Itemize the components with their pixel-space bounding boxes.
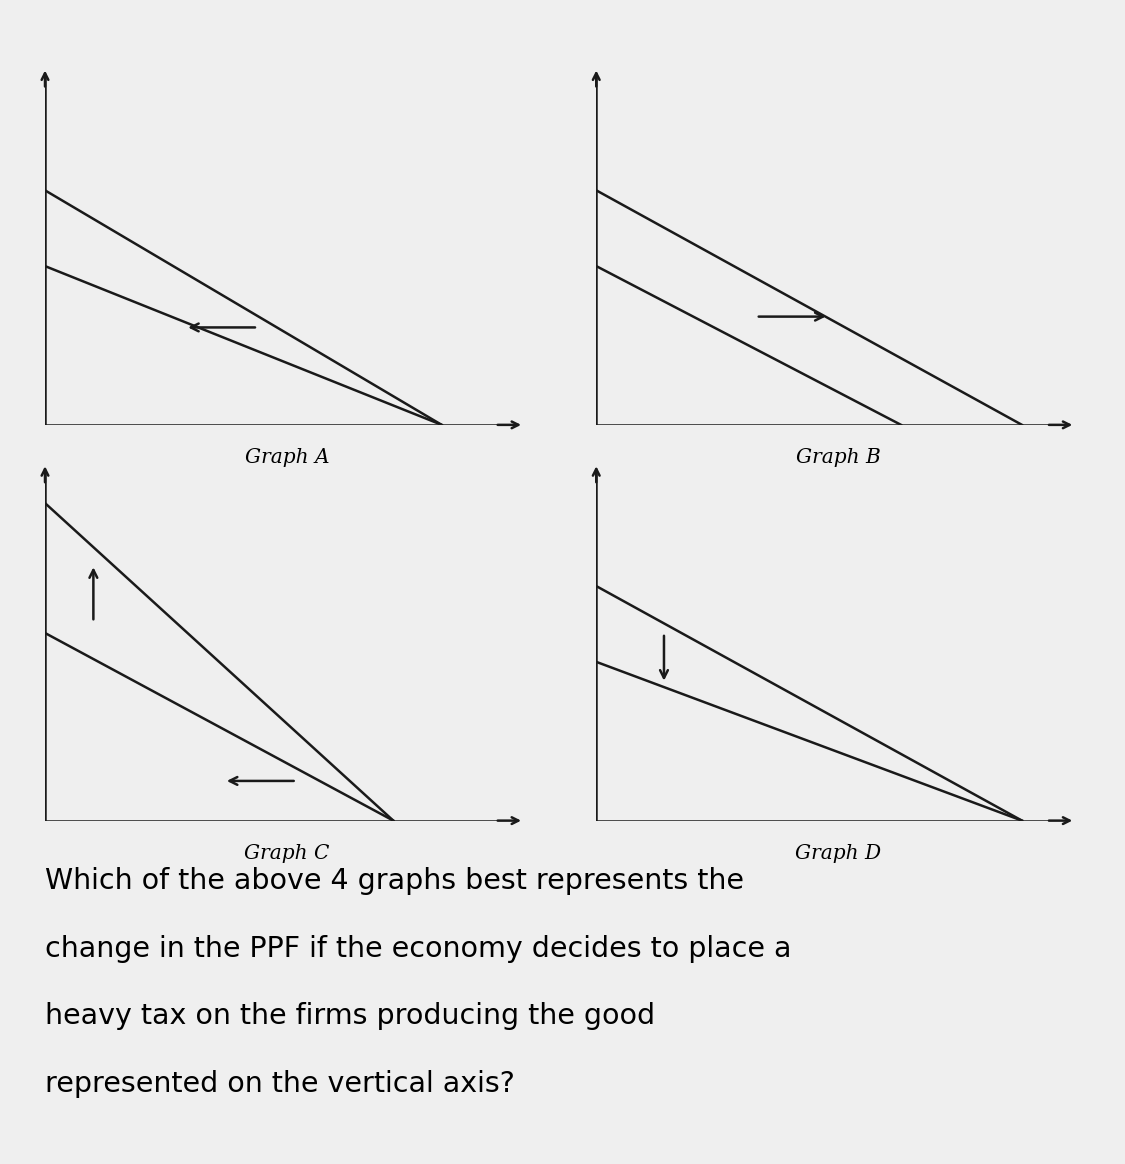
Text: Graph C: Graph C xyxy=(244,844,330,863)
Text: Graph B: Graph B xyxy=(795,448,881,467)
Text: Which of the above 4 graphs best represents the: Which of the above 4 graphs best represe… xyxy=(45,867,744,895)
Text: heavy tax on the firms producing the good: heavy tax on the firms producing the goo… xyxy=(45,1002,655,1030)
Text: represented on the vertical axis?: represented on the vertical axis? xyxy=(45,1070,515,1098)
Text: Graph A: Graph A xyxy=(244,448,330,467)
Text: change in the PPF if the economy decides to place a: change in the PPF if the economy decides… xyxy=(45,935,792,963)
Text: Graph D: Graph D xyxy=(795,844,881,863)
